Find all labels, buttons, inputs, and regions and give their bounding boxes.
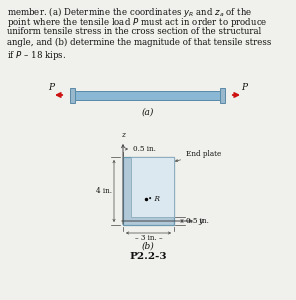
Text: angle, and (b) determine the magnitude of that tensile stress: angle, and (b) determine the magnitude o… [7, 38, 271, 47]
Bar [70, 91, 225, 100]
Text: • R: • R [148, 195, 160, 203]
Text: uniform tensile stress in the cross section of the structural: uniform tensile stress in the cross sect… [7, 27, 261, 36]
Text: (a): (a) [142, 108, 154, 117]
Text: (b): (b) [141, 242, 155, 251]
Text: P: P [241, 83, 247, 92]
Text: z: z [121, 131, 125, 139]
Text: End plate: End plate [176, 150, 221, 162]
Text: y: y [198, 217, 202, 225]
Bar [131, 157, 174, 217]
Bar [220, 88, 225, 103]
Text: 4 in.: 4 in. [96, 187, 112, 195]
Text: if $P$ – 18 kips.: if $P$ – 18 kips. [7, 49, 66, 62]
Bar [70, 88, 75, 103]
Text: P: P [48, 83, 54, 92]
Text: P2.2-3: P2.2-3 [129, 252, 167, 261]
Text: – 3 in. –: – 3 in. – [135, 234, 162, 242]
Text: 0.5 in.: 0.5 in. [133, 145, 156, 153]
Text: point where the tensile load $P$ must act in order to produce: point where the tensile load $P$ must ac… [7, 16, 268, 29]
Text: 0.5 in.: 0.5 in. [186, 217, 209, 225]
Bar [123, 157, 174, 225]
Text: member. (a) Determine the coordinates $y_R$ and $z_a$ of the: member. (a) Determine the coordinates $y… [7, 5, 252, 19]
